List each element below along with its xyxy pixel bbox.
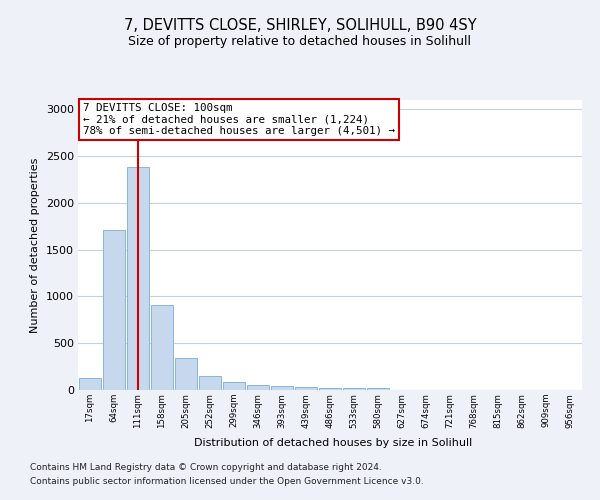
Bar [247, 385, 269, 390]
Text: Contains public sector information licensed under the Open Government Licence v3: Contains public sector information licen… [30, 477, 424, 486]
Bar [103, 230, 125, 390]
Bar [199, 376, 221, 390]
Bar [79, 378, 101, 390]
Bar [271, 386, 293, 390]
Text: 7 DEVITTS CLOSE: 100sqm
← 21% of detached houses are smaller (1,224)
78% of semi: 7 DEVITTS CLOSE: 100sqm ← 21% of detache… [83, 103, 395, 136]
Bar [127, 168, 149, 390]
Bar [319, 388, 341, 390]
Text: Contains HM Land Registry data © Crown copyright and database right 2024.: Contains HM Land Registry data © Crown c… [30, 464, 382, 472]
Text: Size of property relative to detached houses in Solihull: Size of property relative to detached ho… [128, 35, 472, 48]
Bar [223, 382, 245, 390]
Bar [175, 358, 197, 390]
Bar [151, 305, 173, 390]
Bar [367, 388, 389, 390]
Bar [343, 388, 365, 390]
Text: Distribution of detached houses by size in Solihull: Distribution of detached houses by size … [194, 438, 472, 448]
Bar [295, 387, 317, 390]
Y-axis label: Number of detached properties: Number of detached properties [30, 158, 40, 332]
Text: 7, DEVITTS CLOSE, SHIRLEY, SOLIHULL, B90 4SY: 7, DEVITTS CLOSE, SHIRLEY, SOLIHULL, B90… [124, 18, 476, 32]
